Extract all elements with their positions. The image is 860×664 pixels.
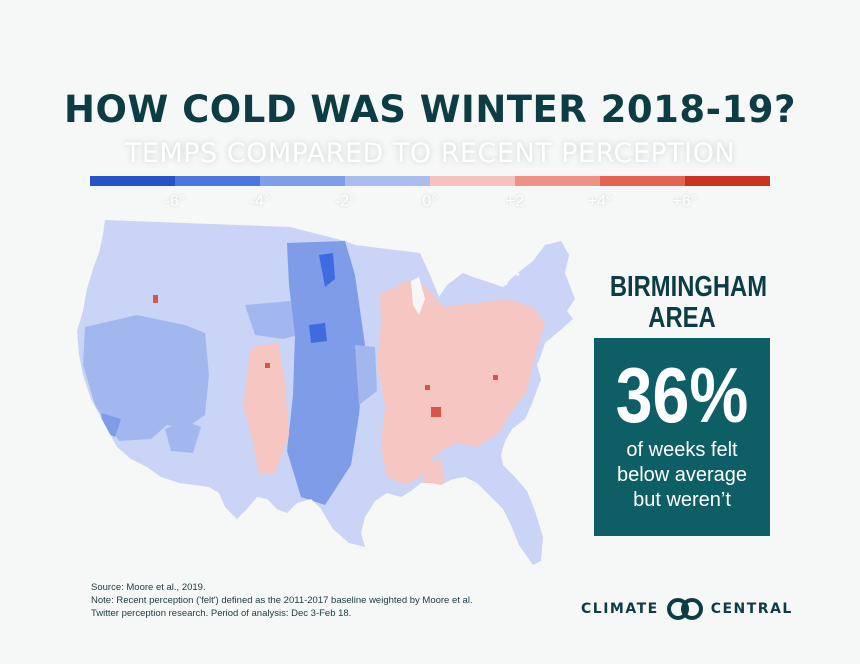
us-temperature-map bbox=[77, 220, 575, 565]
scale-swatch bbox=[685, 176, 770, 186]
scale-swatch bbox=[90, 176, 175, 186]
color-scale bbox=[90, 176, 770, 186]
hotspot-illinois bbox=[425, 385, 430, 390]
scale-tick: -6° bbox=[164, 193, 186, 210]
scale-tick: -4° bbox=[249, 193, 271, 210]
region-plains bbox=[287, 241, 365, 505]
region-alabama-warm bbox=[423, 459, 445, 499]
region-desert bbox=[165, 421, 201, 453]
logo-rings-icon bbox=[666, 598, 703, 620]
hotspot-colorado bbox=[265, 363, 270, 368]
region-southwest bbox=[83, 315, 209, 441]
scale-tick: +4° bbox=[587, 193, 613, 210]
callout-line: of weeks felt bbox=[626, 439, 738, 461]
scale-tick: 0° bbox=[422, 193, 438, 210]
hotspot-idaho bbox=[153, 295, 158, 303]
region-east-warm bbox=[377, 281, 545, 485]
scale-tick: +2 bbox=[505, 193, 525, 210]
climate-central-logo: CLIMATE CENTRAL bbox=[581, 597, 793, 621]
region-rockies-warm bbox=[243, 343, 289, 475]
hotspot-dakota bbox=[319, 253, 335, 287]
source-line: Source: Moore et al., 2019. bbox=[91, 582, 206, 593]
page-title: HOW COLD WAS WINTER 2018-19? bbox=[64, 88, 796, 131]
region-missouri-edge bbox=[355, 345, 377, 405]
scale-swatch bbox=[260, 176, 345, 186]
scale-swatch bbox=[430, 176, 515, 186]
great-lakes-edge bbox=[503, 268, 520, 286]
scale-swatch bbox=[345, 176, 430, 186]
callout-line: below average bbox=[616, 464, 748, 486]
scale-ticks: -6° -4° -2° 0° +2 +4° +6° bbox=[90, 193, 770, 213]
scale-swatch bbox=[600, 176, 685, 186]
logo-text-left: CLIMATE bbox=[581, 601, 659, 617]
hotspot-kentucky bbox=[431, 407, 441, 417]
page-subtitle: TEMPS COMPARED TO RECENT PERCEPTION bbox=[124, 138, 736, 169]
scale-tick: -2° bbox=[334, 193, 356, 210]
scale-swatch bbox=[175, 176, 260, 186]
callout-percent: 36% bbox=[615, 351, 749, 439]
callout-box: 36% of weeks felt below average but were… bbox=[594, 338, 770, 536]
scale-tick: +6° bbox=[672, 193, 698, 210]
source-note: Source: Moore et al., 2019. Note: Recent… bbox=[91, 581, 473, 620]
lake-michigan bbox=[411, 277, 425, 315]
region-northwest bbox=[91, 255, 171, 295]
callout-place-line: BIRMINGHAM AREA bbox=[609, 271, 768, 334]
callout-line: but weren’t bbox=[633, 489, 731, 511]
callout-description: of weeks felt below average but weren’t bbox=[594, 438, 770, 513]
hotspot-nebraska bbox=[309, 323, 327, 343]
logo-text-right: CENTRAL bbox=[710, 601, 793, 617]
scale-swatch bbox=[515, 176, 600, 186]
source-line: Note: Recent perception ('felt') defined… bbox=[91, 595, 473, 606]
source-line: Twitter perception research. Period of a… bbox=[91, 608, 352, 619]
hotspot-ohio bbox=[493, 375, 498, 380]
callout-place: BIRMINGHAM AREA bbox=[609, 271, 768, 334]
